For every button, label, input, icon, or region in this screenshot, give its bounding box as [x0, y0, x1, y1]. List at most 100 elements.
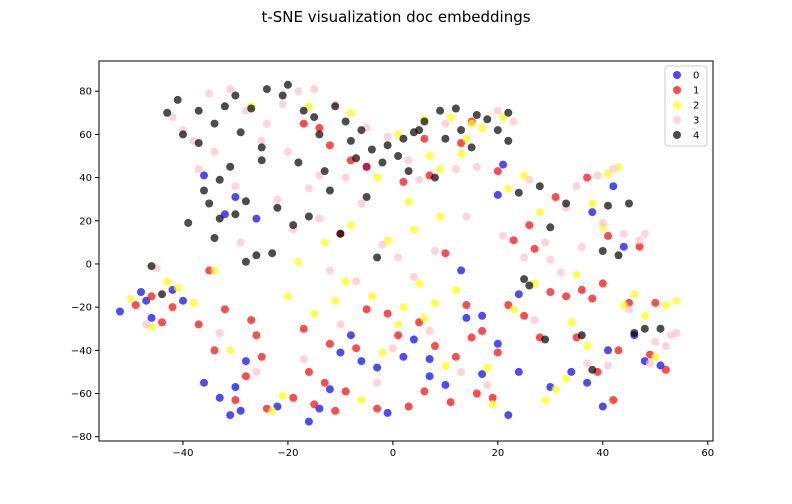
point-series-3-53	[546, 255, 555, 264]
point-series-2-17	[357, 396, 366, 404]
point-series-4-47	[404, 167, 413, 176]
point-series-2-2	[163, 277, 172, 286]
point-series-4-39	[357, 126, 366, 135]
point-series-2-36	[483, 363, 492, 372]
point-series-2-56	[640, 311, 649, 320]
point-series-4-60	[504, 136, 513, 145]
point-series-2-10	[283, 292, 292, 301]
point-series-1-12	[257, 352, 266, 361]
point-series-2-45	[551, 385, 560, 394]
legend-label-0: 0	[693, 71, 699, 82]
y-axis: −80 −60 −40 −20 0 20 40 60 80	[71, 87, 99, 443]
point-series-4-17	[241, 197, 250, 206]
point-series-4-34	[331, 102, 340, 111]
point-series-2-43	[535, 208, 544, 217]
point-series-4-69	[577, 331, 586, 340]
point-series-4-41	[367, 145, 376, 154]
point-series-1-59	[635, 242, 644, 251]
point-series-2-44	[541, 396, 550, 404]
y-tick-label: −80	[71, 432, 92, 443]
point-series-1-40	[504, 301, 513, 309]
point-series-1-36	[472, 389, 481, 398]
legend-marker-3	[673, 116, 681, 124]
point-series-4-10	[215, 214, 224, 223]
point-series-4-72	[604, 201, 612, 210]
point-series-0-23	[399, 352, 408, 361]
point-series-4-25	[283, 80, 292, 89]
point-series-2-9	[278, 391, 287, 400]
point-series-4-71	[598, 247, 607, 255]
point-series-0-22	[383, 408, 392, 417]
point-series-2-26	[420, 313, 429, 322]
point-series-2-32	[457, 149, 466, 158]
point-series-3-31	[378, 240, 387, 249]
legend: 0 1 2 3 4	[664, 65, 708, 147]
point-series-4-11	[220, 102, 229, 111]
point-series-1-63	[299, 119, 308, 128]
point-series-2-28	[436, 212, 445, 221]
x-tick-label: 60	[701, 448, 714, 459]
point-series-2-30	[446, 113, 455, 122]
legend-marker-0	[673, 71, 681, 79]
point-series-3-39	[430, 247, 439, 255]
point-series-1-48	[562, 292, 571, 301]
point-series-2-50	[588, 199, 597, 208]
point-series-3-44	[472, 162, 481, 171]
point-series-1-11	[252, 331, 261, 340]
point-series-2-4	[189, 298, 198, 307]
point-series-3-62	[609, 165, 618, 173]
point-series-4-54	[451, 104, 460, 113]
point-series-3-51	[530, 316, 539, 325]
point-series-1-51	[583, 173, 592, 182]
point-series-3-41	[451, 165, 460, 173]
point-series-2-8	[268, 406, 277, 415]
point-series-4-70	[588, 365, 597, 374]
point-series-0-2	[142, 296, 151, 305]
legend-label-3: 3	[693, 116, 699, 127]
y-tick-label: 80	[79, 87, 92, 98]
y-tick-label: 40	[79, 173, 92, 184]
point-series-4-38	[352, 154, 361, 163]
point-series-1-62	[661, 365, 670, 374]
point-series-4-40	[362, 193, 371, 201]
point-series-1-32	[446, 398, 455, 407]
point-series-0-50	[231, 193, 240, 201]
point-series-2-19	[378, 348, 387, 357]
point-series-3-7	[210, 147, 219, 156]
point-series-0-3	[147, 313, 156, 322]
point-series-1-61	[651, 298, 660, 307]
point-series-3-36	[409, 272, 418, 281]
point-series-4-64	[525, 281, 534, 290]
point-series-0-36	[514, 290, 523, 299]
point-series-4-56	[467, 143, 476, 152]
point-series-1-7	[220, 305, 229, 314]
point-series-1-21	[341, 387, 350, 396]
point-series-4-52	[436, 106, 445, 115]
point-series-4-30	[310, 113, 319, 122]
point-series-3-34	[394, 253, 403, 262]
point-series-3-9	[226, 85, 235, 94]
point-series-0-24	[409, 335, 418, 344]
point-series-4-51	[430, 173, 439, 182]
point-series-3-38	[425, 326, 434, 335]
legend-label-2: 2	[693, 101, 699, 112]
point-series-0-29	[478, 311, 487, 320]
point-series-3-49	[520, 253, 529, 262]
point-series-0-28	[462, 313, 471, 322]
point-series-3-5	[194, 165, 203, 173]
point-series-4-78	[147, 262, 156, 271]
point-series-4-66	[541, 335, 550, 344]
point-series-4-16	[241, 257, 250, 266]
point-series-2-3	[173, 283, 182, 292]
point-series-3-60	[598, 218, 607, 227]
point-series-3-54	[556, 268, 565, 277]
point-series-2-63	[394, 130, 403, 139]
point-series-2-52	[604, 169, 612, 178]
point-series-2-40	[509, 305, 518, 314]
point-series-4-4	[194, 106, 203, 115]
point-series-3-37	[415, 175, 424, 184]
point-series-1-43	[525, 221, 534, 230]
point-series-1-20	[331, 406, 340, 415]
point-series-4-31	[315, 130, 324, 139]
y-tick-label: 20	[79, 216, 92, 227]
